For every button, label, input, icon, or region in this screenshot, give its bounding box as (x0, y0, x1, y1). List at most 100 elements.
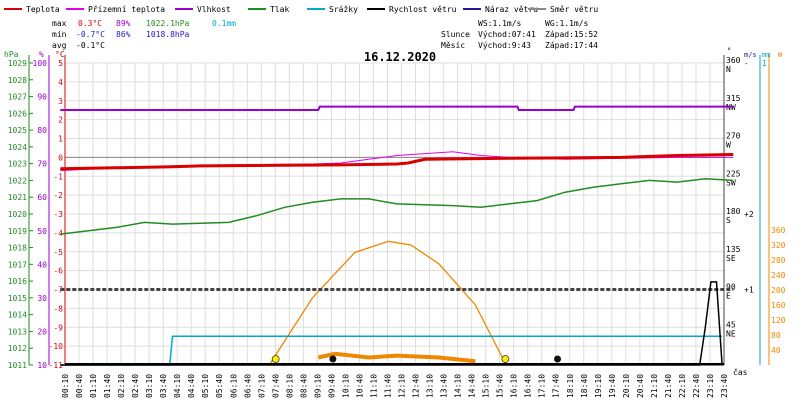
temperature-tick: -7 (53, 286, 63, 295)
direction-name: S (726, 216, 731, 225)
temperature-tick: -2 (53, 191, 63, 200)
moonset: Západ:17:44 (545, 41, 598, 50)
stat-max-temp: 0.3°C (78, 19, 102, 28)
sunrise: Východ:07:41 (478, 30, 536, 39)
direction-name: SE (726, 254, 736, 263)
x-tick: 20:40 (636, 374, 645, 398)
x-tick: 06:40 (243, 374, 252, 398)
pressure-tick: 1026 (8, 109, 27, 118)
x-tick: 02:10 (117, 374, 126, 398)
moonrise: Východ:9:43 (478, 41, 531, 50)
x-tick: 05:10 (201, 374, 210, 398)
temperature-tick: -8 (53, 304, 63, 313)
stat-max-press: 1022.1hPa (146, 19, 190, 28)
temperature-tick: 4 (58, 78, 63, 87)
humidity-tick: 80 (37, 126, 47, 135)
x-tick: 04:40 (187, 374, 196, 398)
x-tick: 00:10 (61, 374, 70, 398)
legend-label: Směr větru (550, 5, 598, 14)
moonrise-marker (329, 355, 337, 363)
pressure-tick: 1013 (8, 327, 27, 336)
stat-max-label: max (52, 19, 67, 28)
x-tick: 12:40 (412, 374, 421, 398)
ws-value: WS:1.1m/s (478, 19, 522, 28)
stat-max-hum: 89% (116, 19, 131, 28)
stat-avg-temp: -0.1°C (76, 41, 105, 50)
direction-tick: 315 (726, 94, 741, 103)
solar-tick: 280 (771, 256, 786, 265)
x-tick: 01:40 (103, 374, 112, 398)
pressure-tick: 1017 (8, 260, 27, 269)
humidity-tick: 40 (37, 260, 47, 269)
humidity-tick: 70 (37, 160, 47, 169)
direction-name: W (726, 141, 731, 150)
x-tick: 23:40 (720, 374, 729, 398)
x-tick: 16:10 (510, 374, 519, 398)
x-tick: 07:10 (257, 374, 266, 398)
x-tick: 17:40 (552, 374, 561, 398)
direction-tick: 180 (726, 207, 741, 216)
pressure-line (60, 178, 734, 235)
x-tick: 03:10 (145, 374, 154, 398)
legend-label: Tlak (270, 5, 289, 14)
humidity-axis-unit: % (39, 50, 44, 59)
legend-label: Náraz větru (485, 5, 538, 14)
x-tick: 01:10 (89, 374, 98, 398)
x-axis-label: čas (733, 367, 748, 377)
pressure-tick: 1029 (8, 59, 27, 68)
humidity-tick: 10 (37, 361, 47, 370)
pressure-tick: 1021 (8, 193, 27, 202)
rain-tick: 1 (762, 59, 767, 68)
x-tick: 23:10 (706, 374, 715, 398)
pressure-axis-unit: hPa (4, 50, 19, 59)
humidity-tick: 100 (33, 59, 48, 68)
temperature-axis-unit: °C (55, 50, 65, 59)
temperature-tick: -9 (53, 323, 63, 332)
moon-label: Měsíc (441, 41, 465, 50)
temperature-tick: -4 (53, 229, 63, 238)
pressure-tick: 1011 (8, 361, 27, 370)
stats-block: max 0.3°C 89% 1022.1hPa 0.1mm min -0.7°C… (52, 19, 236, 50)
x-tick: 14:10 (454, 374, 463, 398)
direction-tick: 225 (726, 169, 741, 178)
humidity-line (60, 105, 734, 111)
direction-tick: 90 (726, 283, 736, 292)
pressure-tick: 1016 (8, 277, 27, 286)
humidity-tick: 20 (37, 327, 47, 336)
direction-tick: 360 (726, 56, 741, 65)
x-tick: 17:10 (538, 374, 547, 398)
solar-tick: 240 (771, 271, 786, 280)
temperature-tick: 3 (58, 97, 63, 106)
x-tick: 08:40 (299, 374, 308, 398)
x-tick: 15:40 (496, 374, 505, 398)
chart-legend: Teplota Přízemní teplota Vlhkost Tlak Srážky… (4, 5, 598, 14)
x-tick: 09:40 (327, 374, 336, 398)
solar-axis-unit: W (778, 51, 783, 59)
pressure-tick: 1018 (8, 244, 27, 253)
solar-tick: 320 (771, 241, 786, 250)
direction-name: E (726, 292, 731, 301)
solar-tick: 120 (771, 316, 786, 325)
x-tick: 19:40 (608, 374, 617, 398)
wind-speed-line (60, 281, 723, 366)
temperature-tick: 5 (58, 59, 63, 68)
pressure-tick: 1025 (8, 126, 27, 135)
direction-name: SW (726, 178, 736, 187)
stat-min-temp: -0.7°C (76, 30, 105, 39)
pressure-tick: 1022 (8, 176, 27, 185)
legend-label: Srážky (329, 5, 358, 14)
stat-min-hum: 86% (116, 30, 131, 39)
temperature-tick: -3 (53, 210, 63, 219)
pressure-tick: 1015 (8, 294, 27, 303)
pressure-tick: 1020 (8, 210, 27, 219)
temperature-tick: 1 (58, 135, 63, 144)
x-tick: 19:10 (594, 374, 603, 398)
x-tick: 18:40 (580, 374, 589, 398)
x-tick: 10:10 (341, 374, 350, 398)
temperature-tick: -6 (53, 267, 63, 276)
humidity-tick: 60 (37, 193, 47, 202)
legend-label: Teplota (26, 5, 60, 14)
x-tick: 15:10 (482, 374, 491, 398)
pressure-tick: 1028 (8, 76, 27, 85)
wind-tick-top: - (744, 59, 749, 68)
